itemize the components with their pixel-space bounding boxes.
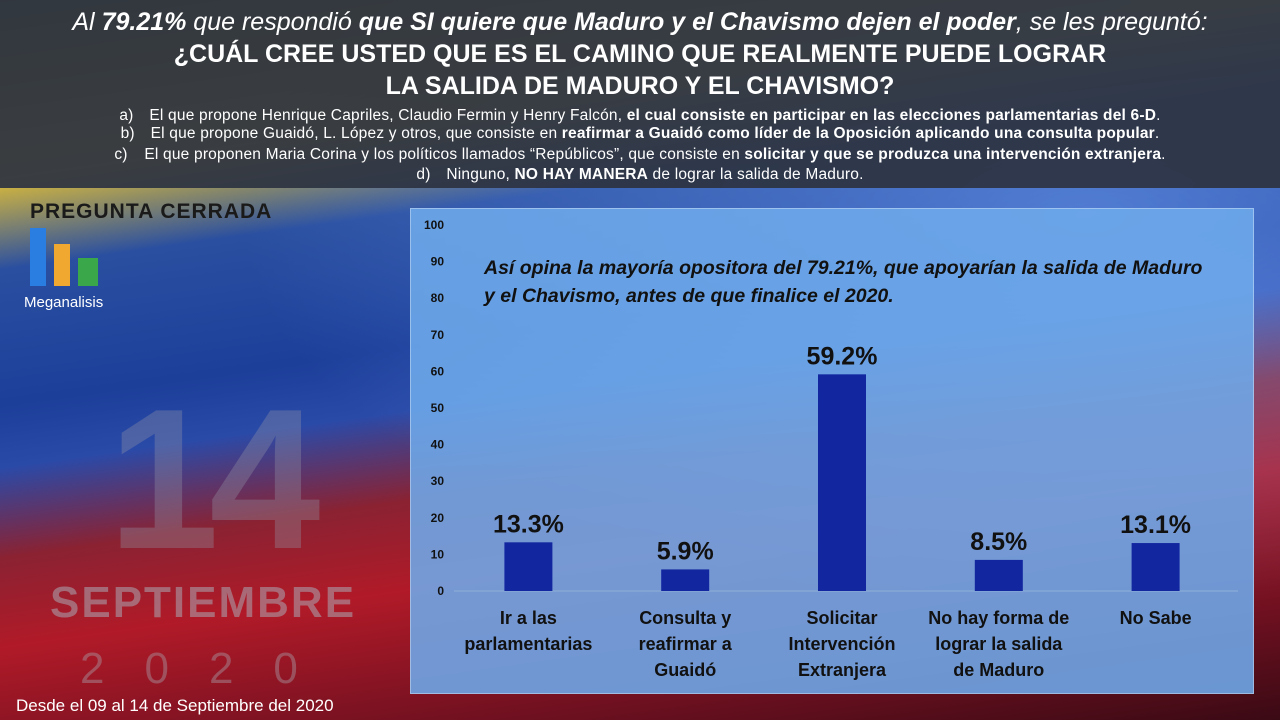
category-label: reafirmar a xyxy=(639,634,733,654)
y-tick-label: 100 xyxy=(424,218,444,232)
option-c: c) El que proponen Maria Corina y los pol… xyxy=(114,146,1166,163)
category-label: Extranjera xyxy=(798,660,887,680)
category-label: Solicitar xyxy=(806,608,877,628)
option-b: b) El que propone Guaidó, L. López y otro… xyxy=(120,125,1160,142)
y-tick-label: 30 xyxy=(431,474,445,488)
category-label: Intervención xyxy=(788,634,895,654)
date-range-footer: Desde el 09 al 14 de Septiembre del 2020 xyxy=(16,696,334,715)
intro-line: Al 79.21% que respondió que SI quiere qu… xyxy=(72,8,1208,36)
category-label: Consulta y xyxy=(639,608,731,628)
category-label: Ir a las xyxy=(500,608,557,628)
y-tick-label: 10 xyxy=(431,547,445,561)
y-tick-label: 40 xyxy=(431,438,445,452)
data-label: 5.9% xyxy=(657,537,714,565)
data-label: 13.3% xyxy=(493,510,564,538)
bar xyxy=(504,542,553,591)
logo-text: Meganalisis xyxy=(24,294,104,311)
category-label: No Sabe xyxy=(1120,608,1192,628)
category-label: lograr la salida xyxy=(935,634,1063,654)
data-label: 8.5% xyxy=(970,528,1027,556)
logo-bar-orange xyxy=(54,244,70,286)
y-tick-label: 70 xyxy=(431,328,445,342)
logo-bar-green xyxy=(78,258,98,286)
y-tick-label: 20 xyxy=(431,511,445,525)
y-tick-label: 80 xyxy=(431,291,445,305)
meganalisis-logo-icon xyxy=(30,228,98,286)
date-month: SEPTIEMBRE xyxy=(50,578,357,627)
date-year: 2020 xyxy=(80,644,338,693)
category-label: de Maduro xyxy=(953,660,1044,680)
category-label: Guaidó xyxy=(654,660,716,680)
y-tick-label: 50 xyxy=(431,401,445,415)
logo-bar-blue xyxy=(30,228,46,286)
chart-title: Así opina la mayoría opositora del 79.21… xyxy=(484,257,1203,307)
option-d: d) Ninguno, NO HAY MANERA de lograr la sa… xyxy=(416,166,864,183)
y-tick-label: 90 xyxy=(431,255,445,269)
date-day: 14 xyxy=(108,368,320,591)
bar xyxy=(818,374,866,591)
bar xyxy=(661,569,710,591)
pregunta-cerrada-label: PREGUNTA CERRADA xyxy=(30,200,273,223)
question-line-1: ¿CUÁL CREE USTED QUE ES EL CAMINO QUE RE… xyxy=(173,40,1107,68)
data-label: 59.2% xyxy=(807,342,878,370)
category-label: parlamentarias xyxy=(464,634,592,654)
header-panel xyxy=(0,0,1280,188)
y-tick-label: 0 xyxy=(437,584,444,598)
category-label: No hay forma de xyxy=(928,608,1069,628)
bar-chart: 0 10 20 30 40 50 60 70 80 90 100 13.3% Ir a las parla… xyxy=(424,218,1238,680)
option-a: a) El que propone Henrique Capriles, Clau… xyxy=(119,107,1161,124)
bar xyxy=(1131,543,1180,591)
bar xyxy=(974,559,1023,591)
question-line-2: LA SALIDA DE MADURO Y EL CHAVISMO? xyxy=(385,72,895,100)
y-tick-label: 60 xyxy=(431,364,445,378)
data-label: 13.1% xyxy=(1120,511,1191,539)
